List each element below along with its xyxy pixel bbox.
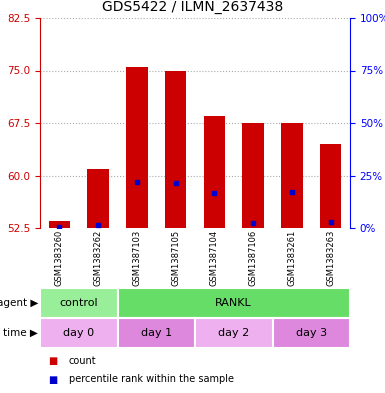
Text: day 3: day 3 — [296, 328, 327, 338]
Bar — [281, 123, 303, 228]
Text: ■: ■ — [48, 375, 57, 384]
Bar — [87, 169, 109, 228]
Bar — [40, 318, 117, 348]
Text: day 0: day 0 — [63, 328, 94, 338]
Text: GSM1387104: GSM1387104 — [210, 230, 219, 286]
Text: ■: ■ — [48, 356, 57, 365]
Bar — [273, 318, 350, 348]
Bar — [165, 70, 186, 228]
Bar — [195, 318, 273, 348]
Bar — [40, 288, 117, 318]
Text: GSM1383262: GSM1383262 — [94, 230, 103, 286]
Text: count: count — [69, 356, 97, 365]
Text: GSM1387103: GSM1387103 — [132, 230, 141, 286]
Text: GSM1387105: GSM1387105 — [171, 230, 180, 286]
Bar — [320, 144, 341, 228]
Bar — [204, 116, 225, 228]
Text: day 1: day 1 — [141, 328, 172, 338]
Text: agent ▶: agent ▶ — [0, 298, 38, 308]
Text: GDS5422 / ILMN_2637438: GDS5422 / ILMN_2637438 — [102, 0, 283, 14]
Bar — [126, 67, 147, 228]
Bar — [49, 221, 70, 228]
Text: time ▶: time ▶ — [3, 328, 38, 338]
Bar — [117, 318, 195, 348]
Text: GSM1383260: GSM1383260 — [55, 230, 64, 286]
Text: GSM1387106: GSM1387106 — [249, 230, 258, 286]
Text: day 2: day 2 — [218, 328, 249, 338]
Bar — [117, 288, 350, 318]
Text: control: control — [59, 298, 98, 308]
Text: GSM1383263: GSM1383263 — [326, 230, 335, 286]
Text: GSM1383261: GSM1383261 — [287, 230, 296, 286]
Text: percentile rank within the sample: percentile rank within the sample — [69, 375, 234, 384]
Bar — [243, 123, 264, 228]
Text: RANKL: RANKL — [215, 298, 252, 308]
